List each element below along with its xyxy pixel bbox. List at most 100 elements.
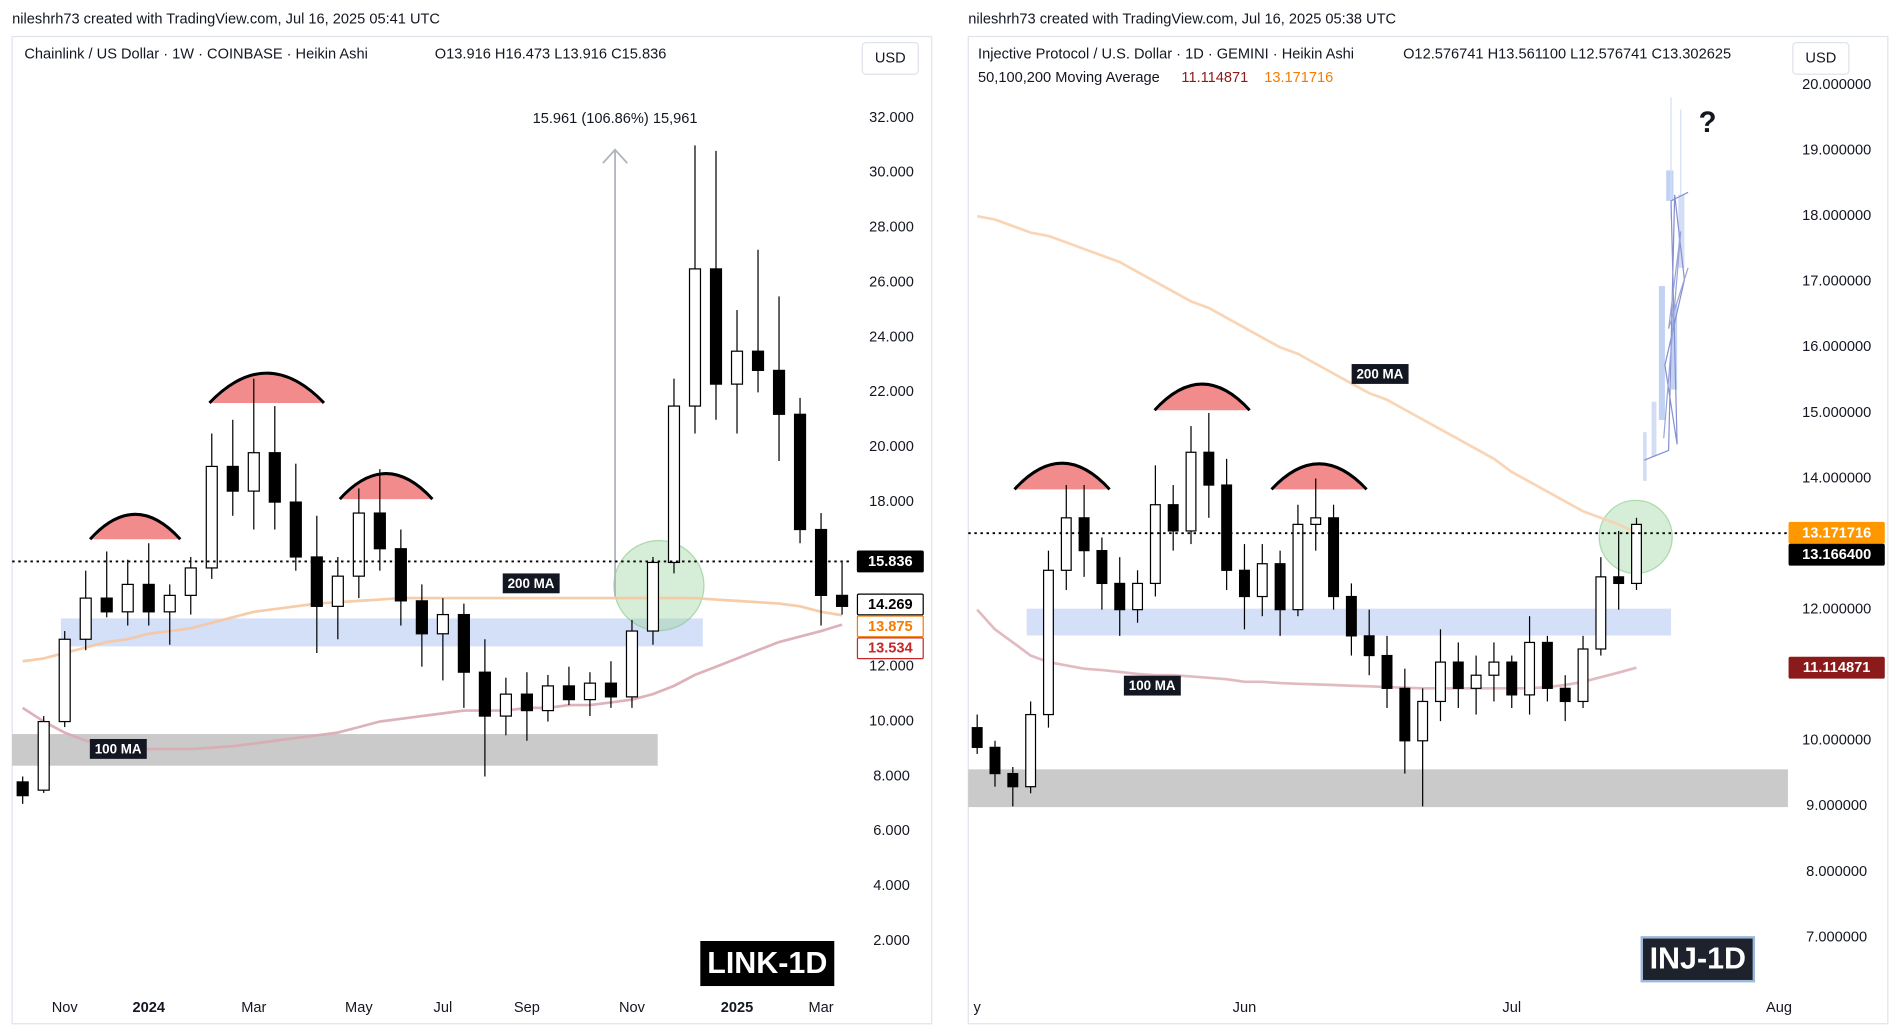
y-tick-label: 8.000000 — [1806, 864, 1867, 880]
moving-average-line — [976, 214, 1638, 535]
candle-body — [1470, 674, 1482, 689]
currency-button[interactable] — [1792, 41, 1850, 75]
chart-title: Chainlink / US Dollar · 1W · COINBASE · … — [24, 47, 368, 63]
candle-body — [1185, 451, 1197, 532]
price-badge-label: 13.534 — [868, 641, 914, 657]
candle-body — [1417, 700, 1429, 742]
attribution: nileshrh73 created with TradingView.com,… — [12, 11, 440, 27]
price-badge-label: 15.836 — [868, 554, 913, 570]
candle-body — [184, 567, 197, 596]
x-tick-label: Jul — [434, 1000, 453, 1016]
candle-body — [1274, 563, 1286, 611]
ma-label: 200 MA — [1357, 366, 1404, 381]
candle-body — [478, 671, 491, 717]
candle-body — [1042, 569, 1054, 716]
ticker-badge-label: INJ-1D — [1650, 942, 1746, 976]
candle-body — [1524, 641, 1536, 696]
candle-body — [730, 350, 744, 385]
candle-body — [1434, 661, 1446, 703]
candle-body — [1096, 550, 1108, 585]
candle-body — [989, 746, 1001, 775]
y-tick-label: 19.000000 — [1802, 142, 1871, 158]
candle-body — [436, 613, 449, 635]
candle-body — [205, 465, 218, 569]
candle-body — [688, 268, 702, 407]
candle-body — [247, 452, 260, 492]
candle-body — [751, 350, 765, 372]
x-tick-label: Jul — [1502, 1000, 1521, 1016]
y-tick-label: 2.000 — [873, 933, 910, 949]
question-mark: ? — [1699, 107, 1717, 139]
x-tick-label: Mar — [241, 1000, 266, 1016]
candle-body — [1381, 654, 1393, 689]
x-tick-label: Nov — [619, 1000, 646, 1016]
candle-body — [1595, 576, 1607, 650]
candle-body — [58, 638, 71, 723]
ma-label: 100 MA — [1129, 678, 1176, 693]
candle-body — [457, 613, 470, 673]
panel-frame — [11, 35, 933, 1025]
y-tick-label: 10.000000 — [1802, 733, 1871, 749]
candle-body — [835, 594, 849, 607]
price-badge-label: 13.166400 — [1802, 547, 1871, 563]
ticker-badge — [700, 941, 835, 987]
candle-body — [1221, 484, 1233, 571]
ticker-badge — [1640, 936, 1756, 983]
x-tick-label: y — [974, 1000, 982, 1016]
candle-body — [1132, 582, 1144, 611]
candle-body — [16, 781, 29, 797]
candle-body — [310, 556, 323, 607]
candle-body — [1238, 569, 1250, 598]
y-tick-label: 7.000000 — [1806, 929, 1867, 945]
candle-body — [37, 720, 50, 791]
candle-body — [79, 597, 92, 640]
ticker-badge-label: LINK-1D — [707, 946, 827, 980]
y-tick-label: 32.000 — [869, 110, 914, 126]
hump — [1270, 462, 1368, 491]
candle-body — [1541, 641, 1553, 689]
y-tick-label: 9.000000 — [1806, 798, 1867, 814]
candle-body — [1559, 687, 1571, 703]
hump — [208, 371, 326, 404]
ma-label-box — [1123, 675, 1181, 696]
candle-body — [520, 693, 534, 712]
moving-average-line — [22, 596, 843, 663]
ma-label-box — [502, 573, 560, 594]
x-tick-label: 2024 — [132, 1000, 165, 1016]
candle-body — [1167, 504, 1179, 532]
ma-label-box — [1351, 364, 1409, 384]
currency[interactable]: USD — [875, 50, 906, 66]
candle-body — [268, 452, 281, 503]
candle-body — [1292, 523, 1304, 611]
candle-body — [667, 405, 681, 564]
candle-body — [499, 693, 512, 717]
panel-frame — [967, 35, 1889, 1025]
hump — [1013, 461, 1111, 491]
price-badge-label: 11.114871 — [1803, 660, 1870, 676]
x-tick-label: Sep — [514, 1000, 540, 1016]
currency-button[interactable] — [861, 41, 919, 75]
y-tick-label: 12.000 — [869, 659, 914, 675]
hump — [1153, 382, 1251, 412]
measure-arrow — [602, 148, 628, 164]
y-tick-label: 17.000000 — [1802, 274, 1871, 290]
candle-body — [415, 600, 428, 635]
y-tick-label: 10.000 — [869, 713, 914, 729]
price-badge — [1788, 521, 1885, 544]
y-tick-label: 18.000000 — [1802, 208, 1871, 224]
candle-body — [163, 594, 176, 613]
currency[interactable]: USD — [1805, 50, 1836, 66]
candle-body — [646, 561, 660, 632]
ma-legend-value: 11.114871 — [1181, 70, 1248, 86]
y-tick-label: 6.000 — [873, 823, 910, 839]
y-tick-label: 28.000 — [869, 220, 914, 236]
ohlc-legend: O13.916 H16.473 L13.916 C15.836 — [435, 47, 667, 63]
candle-body — [1399, 687, 1411, 742]
y-tick-label: 20.000 — [869, 439, 914, 455]
y-tick-label: 12.000000 — [1802, 602, 1871, 618]
ma-label: 100 MA — [95, 741, 142, 756]
y-tick-label: 26.000 — [869, 274, 914, 290]
x-tick-label: 2025 — [721, 1000, 754, 1016]
price-badge-label: 13.875 — [868, 619, 913, 635]
